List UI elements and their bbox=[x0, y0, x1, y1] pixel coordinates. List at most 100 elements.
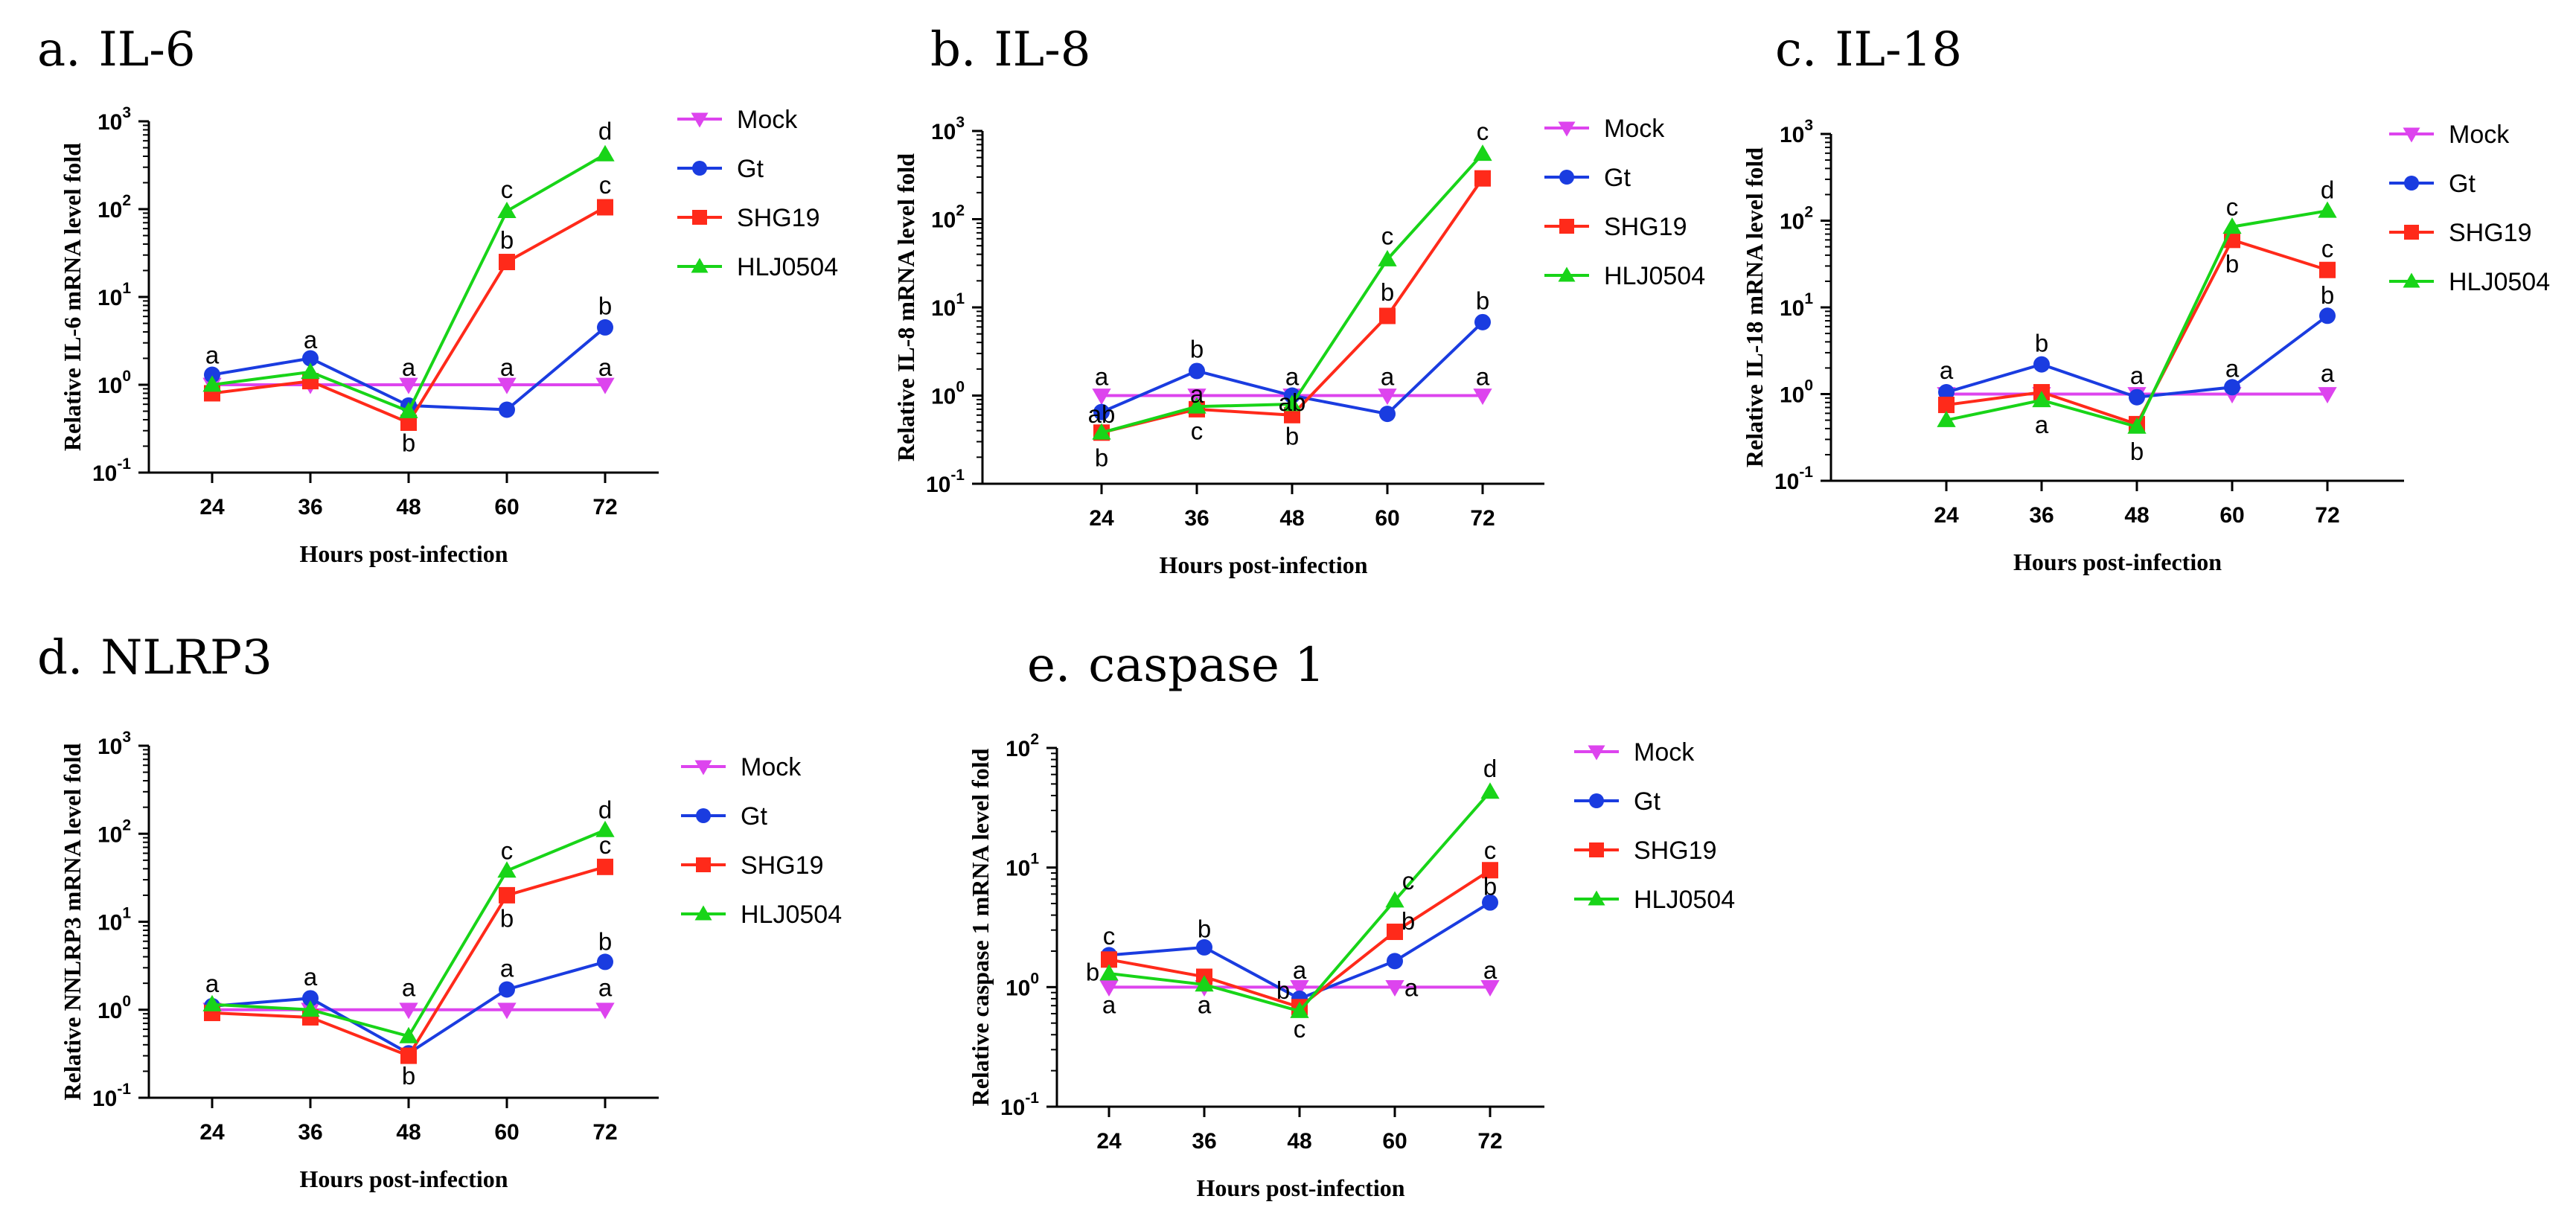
data-point-hlj0504 bbox=[1187, 397, 1206, 414]
data-point-hlj0504 bbox=[301, 362, 320, 380]
data-point-shg19 bbox=[597, 199, 613, 216]
x-tick-label: 60 bbox=[1375, 506, 1399, 531]
y-tick-exponent: 3 bbox=[122, 104, 131, 121]
significance-letter: a bbox=[1285, 363, 1300, 391]
significance-letter: a bbox=[205, 342, 220, 369]
panel-title: d. NLRP3 bbox=[37, 630, 272, 685]
significance-letter: d bbox=[1483, 755, 1497, 782]
legend-marker-hlj0504 bbox=[2403, 272, 2420, 288]
y-tick-base: 10 bbox=[1780, 383, 1804, 408]
y-tick-label: 101 bbox=[1006, 851, 1039, 881]
data-point-shg19 bbox=[2319, 261, 2336, 278]
significance-letter: c bbox=[599, 171, 612, 199]
significance-letter: d bbox=[598, 796, 612, 823]
y-tick-base: 10 bbox=[931, 296, 956, 321]
data-point-hlj0504 bbox=[202, 375, 222, 392]
legend-label: HLJ0504 bbox=[1604, 262, 1705, 290]
significance-letter: c bbox=[1191, 418, 1204, 445]
significance-letter: a bbox=[598, 354, 613, 381]
x-tick-label: 48 bbox=[396, 1120, 421, 1145]
data-point-gt bbox=[499, 981, 515, 998]
data-point-gt bbox=[1387, 953, 1403, 970]
significance-letter: d bbox=[598, 118, 612, 145]
y-tick-base: 10 bbox=[1006, 976, 1030, 1000]
data-point-shg19 bbox=[1474, 170, 1491, 187]
y-tick-label: 102 bbox=[1780, 204, 1813, 234]
data-point-hlj0504 bbox=[2222, 217, 2242, 234]
panel-title: b. IL-8 bbox=[930, 22, 1090, 77]
y-tick-base: 10 bbox=[98, 735, 122, 759]
x-tick-label: 24 bbox=[1096, 1129, 1122, 1154]
data-point-hlj0504 bbox=[1282, 394, 1302, 412]
significance-letter: b bbox=[598, 292, 612, 319]
y-tick-label: 10-1 bbox=[92, 1081, 131, 1111]
y-axis-label: Relative IL-8 mRNA level fold bbox=[892, 153, 919, 461]
panel-letter: b. bbox=[930, 22, 976, 77]
x-tick-label: 60 bbox=[2219, 503, 2244, 528]
data-point-gt bbox=[1482, 894, 1498, 911]
data-point-mock bbox=[1480, 979, 1500, 997]
legend-label: Gt bbox=[1634, 787, 1661, 816]
panel-letter: a. bbox=[37, 22, 81, 77]
legend-label: SHG19 bbox=[737, 204, 820, 232]
legend-marker-shg19 bbox=[1559, 219, 1574, 234]
y-tick-label: 100 bbox=[1780, 377, 1813, 408]
significance-letter: c bbox=[1477, 118, 1489, 145]
data-point-hlj0504 bbox=[399, 1026, 418, 1043]
legend-marker-hlj0504 bbox=[691, 258, 709, 273]
data-point-gt bbox=[302, 990, 319, 1007]
significance-letter: a bbox=[1198, 991, 1212, 1018]
significance-letter: b bbox=[1086, 958, 1099, 985]
data-point-gt bbox=[2319, 307, 2336, 324]
data-point-hlj0504 bbox=[1092, 423, 1111, 440]
x-axis-label: Hours post-infection bbox=[2013, 549, 2222, 575]
data-point-mock bbox=[497, 377, 517, 394]
data-point-mock bbox=[1187, 388, 1206, 406]
y-tick-base: 10 bbox=[926, 473, 950, 497]
significance-letter: c bbox=[1381, 223, 1394, 250]
y-tick-exponent: -1 bbox=[950, 467, 965, 484]
data-point-hlj0504 bbox=[399, 401, 418, 418]
y-tick-base: 10 bbox=[1780, 123, 1804, 147]
y-tick-base: 10 bbox=[1774, 470, 1799, 494]
y-tick-exponent: 3 bbox=[122, 729, 131, 746]
significance-letter: a bbox=[598, 974, 613, 1002]
y-tick-label: 10-1 bbox=[92, 455, 131, 486]
data-point-gt bbox=[1189, 362, 1205, 380]
significance-letter: a bbox=[1483, 956, 1498, 984]
significance-letter: b bbox=[500, 226, 514, 254]
significance-letter: c bbox=[501, 837, 514, 864]
x-tick-label: 60 bbox=[494, 495, 519, 519]
x-tick-label: 48 bbox=[1279, 506, 1304, 531]
y-tick-base: 10 bbox=[1006, 857, 1030, 881]
legend-label: HLJ0504 bbox=[741, 901, 842, 929]
data-point-gt bbox=[2129, 388, 2145, 406]
legend-label: SHG19 bbox=[1634, 837, 1717, 865]
y-tick-base: 10 bbox=[98, 999, 122, 1023]
data-point-hlj0504 bbox=[497, 861, 517, 878]
x-tick-label: 72 bbox=[2315, 503, 2339, 528]
y-tick-label: 101 bbox=[98, 905, 131, 936]
significance-letter: b bbox=[598, 928, 612, 956]
significance-letter: a bbox=[402, 974, 416, 1002]
y-tick-exponent: 1 bbox=[122, 905, 131, 922]
y-tick-exponent: 3 bbox=[1804, 117, 1813, 134]
legend-label: Mock bbox=[737, 106, 798, 134]
data-point-shg19 bbox=[597, 858, 613, 875]
significance-letter: a bbox=[1940, 356, 1954, 384]
x-axis-label: Hours post-infection bbox=[300, 540, 508, 567]
legend-marker-gt bbox=[1589, 793, 1604, 808]
x-tick-label: 48 bbox=[1287, 1129, 1311, 1154]
x-tick-label: 24 bbox=[199, 1120, 225, 1145]
y-tick-base: 10 bbox=[98, 110, 122, 135]
data-point-mock bbox=[399, 1002, 418, 1020]
y-tick-base: 10 bbox=[98, 286, 122, 310]
data-point-hlj0504 bbox=[595, 144, 615, 162]
data-point-gt bbox=[499, 401, 515, 418]
significance-letter: a bbox=[1190, 380, 1204, 408]
significance-letter: a bbox=[402, 354, 416, 381]
y-tick-exponent: 2 bbox=[1804, 204, 1813, 221]
legend-label: Mock bbox=[2449, 121, 2510, 149]
